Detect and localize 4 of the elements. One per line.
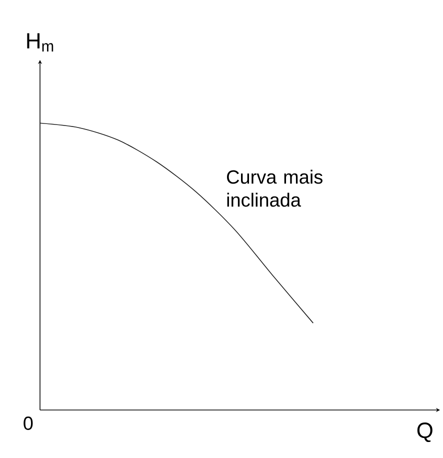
- x-axis-title: Q: [417, 422, 432, 442]
- y-axis-title: H$_{m}$: [27, 33, 54, 52]
- text: 0: [24, 416, 33, 430]
- annotation: Curva mais inclinada: [227, 170, 322, 207]
